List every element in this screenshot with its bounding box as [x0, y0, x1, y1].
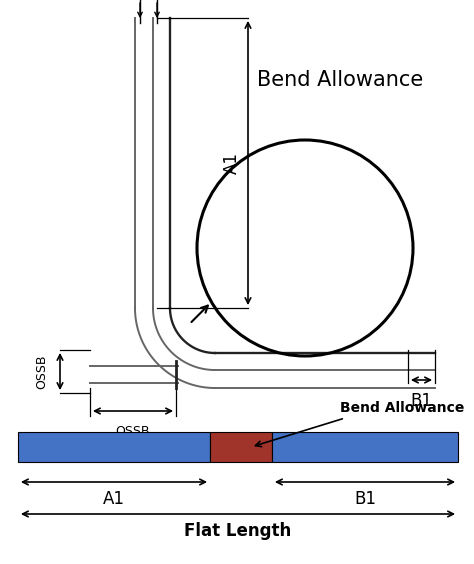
Text: Flat Length: Flat Length: [184, 522, 292, 540]
Bar: [272, 432, 458, 462]
Bar: [18, 432, 210, 462]
Bar: [210, 432, 272, 462]
Text: Bend Allowance: Bend Allowance: [340, 401, 465, 415]
Text: Bend Allowance: Bend Allowance: [257, 70, 423, 90]
Text: B1: B1: [410, 392, 432, 410]
Text: A1: A1: [223, 152, 241, 174]
Text: OSSB: OSSB: [116, 425, 150, 438]
Text: B1: B1: [354, 490, 376, 508]
Text: A1: A1: [103, 490, 125, 508]
Text: OSSB: OSSB: [36, 354, 48, 389]
